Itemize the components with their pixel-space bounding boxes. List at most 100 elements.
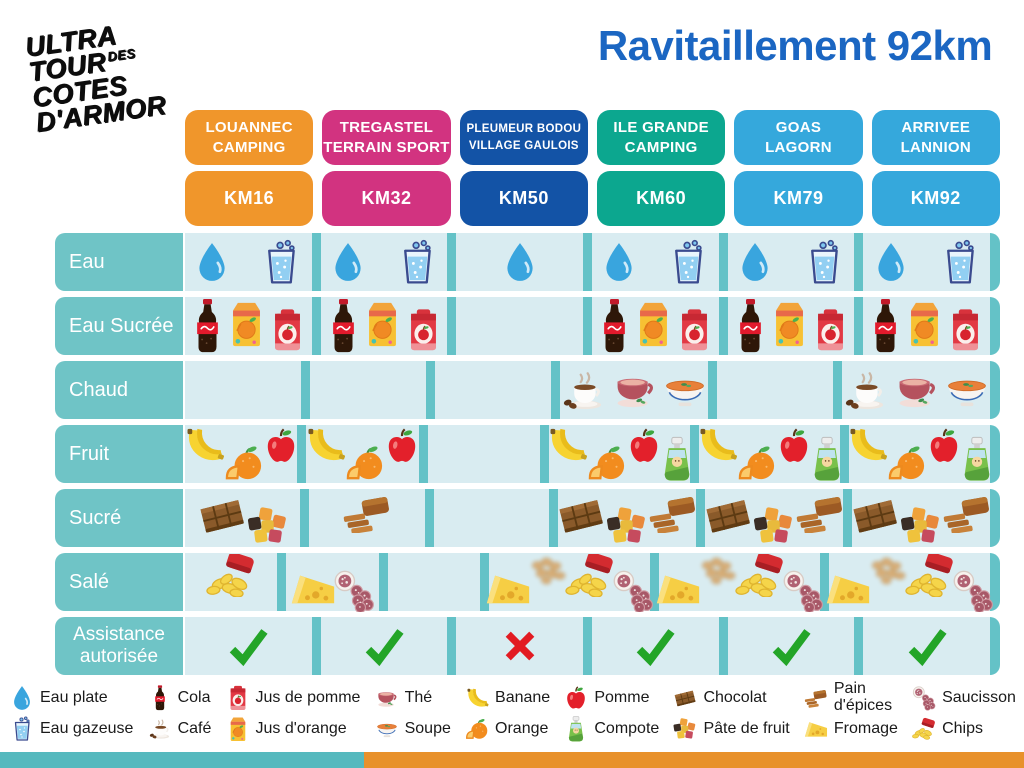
peanuts-blurred-icon: [528, 557, 568, 585]
cell-chaud-km50: [435, 361, 551, 419]
sparkling-water-icon: [10, 716, 34, 742]
sparkling-water-icon: [667, 239, 709, 286]
cell-eau-km92: [863, 233, 991, 291]
column-divider: [301, 361, 310, 419]
cell-sucre-km32: [309, 489, 425, 547]
legend-item: Orange: [465, 715, 550, 743]
apple-icon: [564, 685, 588, 711]
legend-label: Compote: [594, 719, 660, 737]
column-divider: [447, 233, 457, 291]
station-name-line: ILE GRANDE: [613, 119, 709, 136]
orange-juice-icon: [636, 300, 671, 348]
station-name-line: LANNION: [900, 138, 972, 156]
peanuts-blurred-icon: [868, 557, 908, 585]
apple-icon: [384, 428, 420, 464]
legend-item: Soupe: [375, 715, 451, 743]
legend-group: Pomme Compote: [564, 684, 659, 743]
station-name-line: CAMPING: [212, 138, 286, 156]
station-km-km92: KM92: [871, 171, 1000, 226]
column-divider: [426, 361, 435, 419]
saucisson-icon: [612, 570, 654, 612]
apple-icon: [263, 428, 299, 464]
check-icon: [906, 625, 948, 667]
cell-sale-km60: [489, 553, 650, 611]
cell-fruit-km79: [698, 425, 843, 483]
cell-chaud-km16: [185, 361, 301, 419]
row-label-eau: Eau: [55, 233, 183, 291]
legend-label: Chips: [942, 719, 983, 737]
saucisson-icon: [952, 570, 994, 612]
legend-item: Jus d'orange: [226, 715, 361, 743]
legend-item: Chocolat: [673, 684, 789, 712]
column-divider: [424, 489, 434, 547]
legend-item: Café: [148, 715, 212, 743]
cell-chaud-km60: [560, 361, 708, 419]
legend-label: Jus de pomme: [255, 688, 361, 706]
cola-icon: [872, 298, 899, 354]
column-divider: [583, 297, 593, 355]
gingerbread-icon: [942, 494, 992, 533]
coffee-icon: [148, 716, 172, 742]
legend-label: Café: [177, 719, 212, 737]
column-divider: [447, 617, 457, 675]
column-divider: [833, 361, 842, 419]
cell-sale-km50: [387, 553, 480, 611]
legend-label: Fromage: [833, 719, 898, 737]
orange-juice-icon: [907, 300, 942, 348]
legend-item: Compote: [564, 715, 659, 743]
compote-icon: [811, 436, 843, 482]
row-label-sale: Salé: [55, 553, 183, 611]
station-name-line: LOUANNEC: [205, 119, 293, 136]
footer-bar-right: [364, 752, 1024, 768]
column-divider: [718, 617, 728, 675]
apple-icon: [776, 428, 812, 464]
water-drop-icon: [873, 241, 909, 283]
cell-sucre-km79: [704, 489, 843, 547]
cell-eau-sucree-km16: [185, 297, 312, 355]
column-divider: [583, 233, 593, 291]
chips-icon: [206, 554, 256, 597]
cell-sale-km16: [185, 553, 278, 611]
column-divider: [839, 425, 849, 483]
water-drop-icon: [330, 241, 366, 283]
saucisson-icon: [333, 570, 375, 612]
column-divider: [447, 297, 457, 355]
station-header-km92: ARRIVEE LANNION: [871, 110, 1000, 165]
fruit-jelly-icon: [606, 507, 648, 545]
cola-icon: [194, 298, 221, 354]
fruit-jelly-icon: [900, 507, 942, 545]
legend-group: Jus de pomme Jus d'orange: [226, 684, 361, 743]
cell-sale-km92: [829, 553, 990, 611]
apple-juice-icon: [408, 308, 439, 352]
column-divider: [539, 425, 549, 483]
coffee-icon: [560, 371, 607, 410]
column-divider: [708, 361, 717, 419]
column-divider: [989, 553, 1000, 611]
table-row-sucre: Sucré: [55, 489, 1000, 547]
column-divider: [842, 489, 852, 547]
column-divider: [990, 361, 1000, 419]
column-divider: [718, 297, 728, 355]
legend-label: Pâte de fruit: [703, 719, 790, 737]
orange-juice-icon: [772, 300, 807, 348]
cell-sale-km79: [659, 553, 820, 611]
legend-label: Jus d'orange: [255, 719, 347, 737]
column-divider: [989, 425, 1000, 483]
legend-group: Banane Orange: [465, 684, 550, 743]
footer-bar-left: [0, 752, 364, 768]
legend-item: Saucisson: [912, 684, 1016, 712]
soup-icon: [944, 373, 990, 408]
column-divider: [300, 489, 310, 547]
saucisson-icon: [912, 685, 936, 711]
station-km-km60: KM60: [596, 171, 726, 226]
banana-icon: [183, 427, 225, 463]
station-name-line: CAMPING: [624, 138, 698, 156]
legend-item: Pain d'épices: [804, 680, 898, 714]
gingerbread-icon: [804, 685, 828, 711]
cell-sucre-km50: [433, 489, 549, 547]
column-divider: [819, 553, 829, 611]
apple-juice-icon: [226, 685, 250, 711]
orange-icon: [465, 716, 489, 742]
check-icon: [770, 625, 812, 667]
station-header-km32: TREGASTEL TERRAIN SPORT: [322, 110, 451, 165]
